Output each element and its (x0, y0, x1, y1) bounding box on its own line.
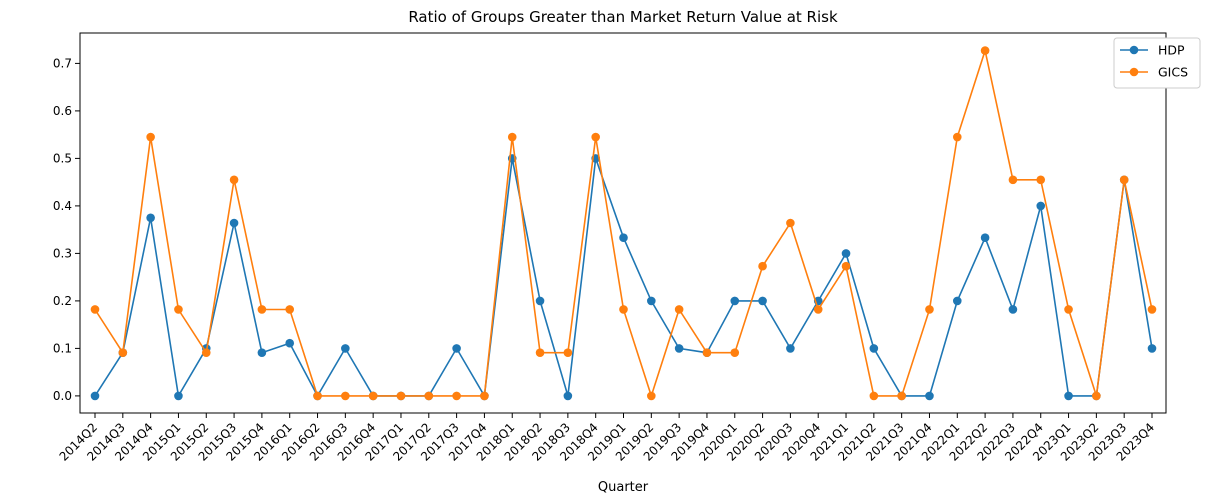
y-axis: 0.0 0.1 0.2 0.3 0.4 0.5 0.6 0.7 (53, 56, 80, 403)
data-point-gics (730, 348, 740, 357)
data-point-gics (90, 305, 100, 314)
data-point-gics (897, 391, 906, 401)
data-point-gics (201, 348, 211, 357)
data-point-gics (841, 261, 851, 271)
data-point-hdp (647, 296, 656, 306)
y-tick-label: 0.6 (53, 104, 72, 118)
data-point-gics (229, 175, 239, 185)
data-point-hdp (174, 391, 183, 401)
data-point-gics (647, 391, 656, 401)
data-point-gics (118, 348, 128, 357)
data-point-hdp (730, 296, 740, 306)
legend-marker-gics (1129, 67, 1139, 77)
data-point-hdp (869, 344, 879, 353)
data-point-gics (1119, 175, 1129, 185)
data-point-hdp (674, 344, 684, 353)
data-point-gics (285, 305, 295, 314)
data-point-gics (174, 305, 183, 314)
data-point-gics (1036, 175, 1046, 185)
y-tick-label: 0.5 (53, 151, 72, 165)
y-tick-label: 0.7 (53, 56, 72, 70)
data-point-hdp (452, 344, 461, 353)
data-point-gics (758, 261, 767, 271)
data-point-gics (1092, 391, 1101, 401)
y-tick-label: 0.3 (53, 246, 72, 260)
x-axis: 2014Q22014Q32014Q42015Q12015Q22015Q32015… (57, 413, 1157, 464)
data-point-gics (563, 348, 573, 357)
chart-title: Ratio of Groups Greater than Market Retu… (408, 8, 838, 26)
legend-label-gics: GICS (1158, 65, 1188, 80)
data-point-gics (1008, 175, 1018, 185)
data-point-gics (980, 46, 990, 55)
data-point-hdp (563, 391, 573, 401)
data-point-hdp (146, 213, 155, 223)
data-point-gics (786, 218, 795, 228)
data-point-hdp (1008, 305, 1018, 314)
data-point-gics (396, 391, 406, 401)
data-point-gics (1064, 305, 1073, 314)
data-point-hdp (925, 391, 934, 401)
legend-marker-hdp (1129, 45, 1139, 55)
data-point-hdp (952, 296, 962, 306)
data-point-hdp (1064, 391, 1073, 401)
data-point-gics (869, 391, 879, 401)
data-point-gics (1147, 305, 1157, 314)
data-point-gics (619, 305, 628, 314)
data-point-gics (424, 391, 434, 401)
data-point-hdp (1036, 201, 1046, 211)
data-point-gics (674, 305, 684, 314)
data-point-gics (591, 132, 600, 142)
data-point-hdp (257, 348, 267, 357)
y-tick-label: 0.0 (53, 389, 72, 403)
data-point-gics (146, 132, 155, 142)
data-point-gics (952, 132, 962, 142)
data-point-hdp (786, 344, 795, 353)
data-point-gics (702, 348, 712, 357)
series-line-hdp (94, 158, 1153, 399)
data-point-gics (313, 391, 322, 401)
data-point-hdp (1147, 344, 1157, 353)
data-point-hdp (341, 344, 350, 353)
y-tick-label: 0.2 (53, 294, 72, 308)
data-point-hdp (619, 233, 628, 243)
data-point-hdp (285, 338, 295, 348)
data-point-gics (257, 305, 267, 314)
data-point-gics (925, 305, 934, 314)
legend-label-hdp: HDP (1158, 43, 1185, 58)
data-point-hdp (758, 296, 767, 306)
data-point-gics (480, 391, 489, 401)
data-point-hdp (980, 233, 990, 243)
legend-box (1113, 37, 1201, 89)
data-point-gics (452, 391, 461, 401)
data-point-gics (507, 132, 517, 142)
data-point-hdp (90, 391, 100, 401)
data-point-hdp (229, 218, 239, 228)
y-tick-label: 0.1 (53, 341, 72, 355)
data-point-hdp (841, 249, 851, 258)
x-axis-label: Quarter (598, 480, 649, 495)
data-point-hdp (535, 296, 545, 306)
data-point-gics (535, 348, 545, 357)
series-layer (90, 46, 1157, 401)
data-point-gics (368, 391, 378, 401)
data-point-gics (341, 391, 350, 401)
y-tick-label: 0.4 (53, 199, 72, 213)
data-point-gics (813, 305, 823, 314)
series-line-gics (94, 47, 1153, 399)
legend: HDP GICS (1113, 37, 1201, 89)
